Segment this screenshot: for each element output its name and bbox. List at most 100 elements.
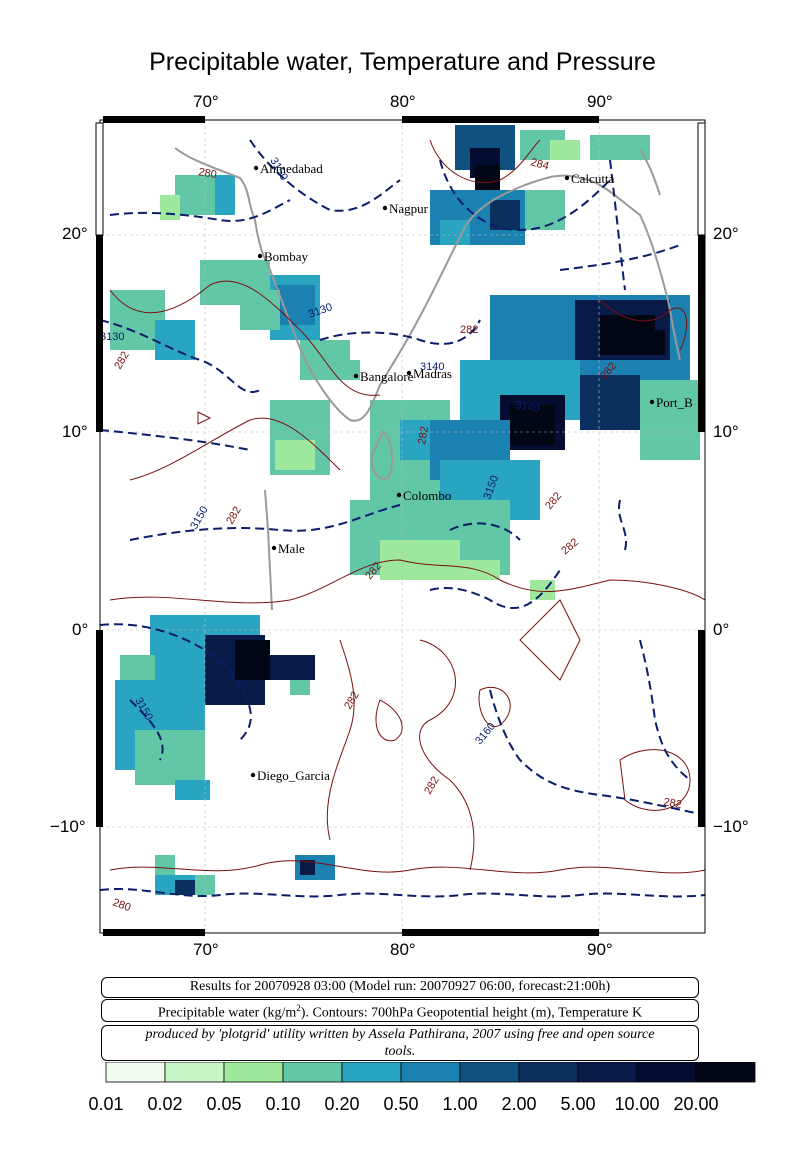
precip-cell	[440, 220, 470, 245]
contour-label: 3140	[420, 361, 444, 373]
lat-tick-left-10: 10°	[62, 422, 88, 441]
place-dot	[253, 165, 259, 171]
precip-cell	[175, 780, 210, 800]
colorbar-label: 0.01	[88, 1094, 124, 1114]
colorbar-label: 0.05	[206, 1094, 242, 1114]
lon-tick-bottom-90: 90°	[587, 940, 613, 959]
lon-tick-bottom-80: 80°	[390, 940, 416, 959]
contour-label: 280	[111, 897, 132, 915]
precip-cell	[525, 190, 565, 230]
precip-cell	[160, 195, 180, 220]
colorbar-swatch	[164, 1062, 225, 1083]
caption-variables: Precipitable water (kg/m2). Contours: 70…	[101, 999, 699, 1022]
place-dot	[257, 253, 263, 259]
contour-label: 282	[662, 796, 682, 811]
contour-label: 280	[197, 166, 217, 181]
place-label: Port_B	[656, 395, 693, 410]
temperature-contours	[109, 139, 705, 874]
place-label: Madras	[413, 366, 452, 381]
place-label: Colombo	[403, 488, 451, 503]
precip-cell	[475, 165, 500, 190]
precip-cell	[330, 360, 360, 380]
caption-credits: produced by 'plotgrid' utility written b…	[101, 1025, 699, 1061]
lat-tick-left-0: 0°	[72, 620, 89, 639]
place-label: Diego_Garcia	[257, 768, 330, 783]
contour-label: 282	[416, 425, 431, 445]
place-label: Bangalore	[360, 369, 414, 384]
lon-tick-top-90: 90°	[587, 92, 613, 111]
precip-cell	[550, 140, 580, 160]
precip-cell	[300, 860, 315, 875]
precip-cell	[580, 375, 640, 430]
precip-cell	[215, 175, 235, 215]
caption-variables-pre: Precipitable water (kg/m	[157, 1005, 297, 1021]
lat-tick-left-minus10: −10°	[50, 817, 86, 836]
precip-cell	[420, 560, 500, 580]
colorbar-label: 20.00	[673, 1094, 719, 1114]
precip-cell	[275, 285, 315, 325]
colorbar-swatch	[282, 1062, 343, 1083]
colorbar-label: 5.00	[560, 1094, 596, 1114]
precip-cell	[590, 135, 650, 160]
colorbar-swatch	[341, 1062, 402, 1083]
lat-tick-right-minus10: −10°	[713, 817, 749, 836]
map-title: Precipitable water, Temperature and Pres…	[149, 48, 656, 76]
colorbar-label: 1.00	[442, 1094, 478, 1114]
coastline	[174, 147, 681, 611]
precip-cell	[155, 320, 195, 360]
place-dot	[250, 772, 256, 778]
map-frame	[95, 116, 706, 936]
lat-tick-right-0: 0°	[713, 620, 730, 639]
caption-run-info: Results for 20070928 03:00 (Model run: 2…	[101, 977, 699, 998]
colorbar-swatch	[400, 1062, 461, 1083]
colorbar-swatch	[695, 1062, 756, 1083]
precip-cell	[155, 855, 175, 875]
colorbar	[105, 1062, 756, 1083]
place-label: Nagpur	[389, 201, 429, 216]
lat-tick-left-20: 20°	[62, 224, 88, 243]
caption-variables-sup: 2	[296, 1003, 301, 1013]
colorbar-label: 0.50	[383, 1094, 419, 1114]
colorbar-swatch	[518, 1062, 579, 1083]
contour-label: 284	[529, 156, 550, 172]
precip-cell	[270, 655, 315, 680]
precip-cell	[120, 655, 155, 680]
grid-lines	[100, 120, 705, 933]
place-dot	[564, 175, 570, 181]
precip-cell	[275, 440, 315, 470]
colorbar-label: 10.00	[614, 1094, 660, 1114]
lon-tick-top-80: 80°	[390, 92, 416, 111]
lon-tick-bottom-70: 70°	[193, 940, 219, 959]
colorbar-swatch	[577, 1062, 638, 1083]
colorbar-swatch	[105, 1062, 166, 1083]
lat-tick-right-10: 10°	[713, 422, 739, 441]
precip-cell	[175, 880, 195, 895]
colorbar-label: 0.02	[147, 1094, 183, 1114]
colorbar-swatch	[636, 1062, 697, 1083]
lon-tick-top-70: 70°	[193, 92, 219, 111]
place-dot	[396, 492, 402, 498]
precip-cell	[290, 680, 310, 695]
contour-label: 282	[460, 324, 478, 336]
precip-cell	[510, 405, 555, 445]
place-dot	[271, 545, 277, 551]
precip-cell	[235, 640, 270, 680]
contour-label: 3130	[100, 331, 124, 343]
precip-cell	[640, 380, 700, 460]
geopotential-contours	[100, 139, 705, 898]
place-label: Calcutta	[571, 171, 615, 186]
place-label: Ahmedabad	[260, 161, 323, 176]
place-dot	[382, 205, 388, 211]
colorbar-swatch	[459, 1062, 520, 1083]
contour-label: 3140	[514, 399, 540, 415]
place-dot	[649, 399, 655, 405]
colorbar-label: 2.00	[501, 1094, 537, 1114]
precip-cell	[135, 730, 205, 785]
colorbar-label: 0.20	[324, 1094, 360, 1114]
place-label: Male	[278, 541, 305, 556]
precip-cell	[240, 290, 280, 330]
caption-variables-post: ). Contours: 700hPa Geopotential height …	[300, 1005, 643, 1021]
place-dot	[406, 370, 412, 376]
